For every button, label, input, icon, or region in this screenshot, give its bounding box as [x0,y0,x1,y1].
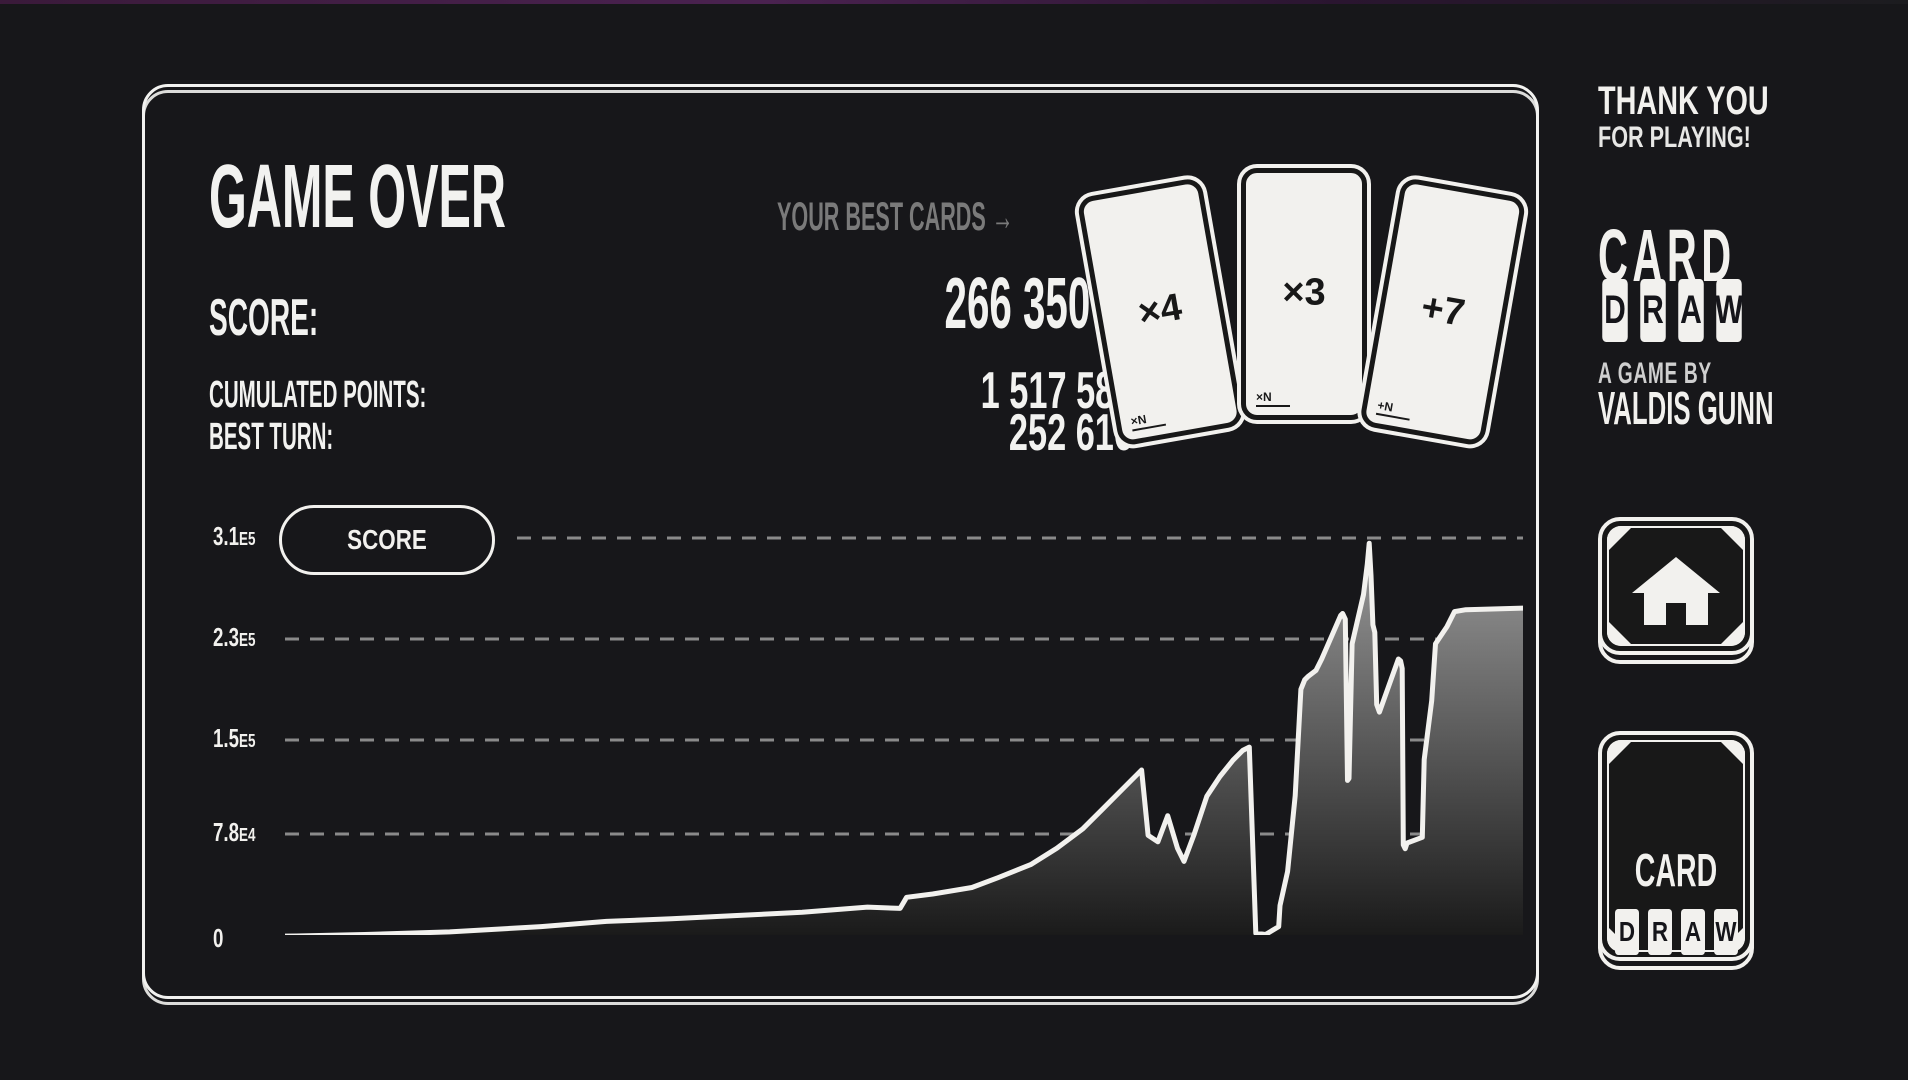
svg-text:CARD: CARD [1635,845,1717,897]
